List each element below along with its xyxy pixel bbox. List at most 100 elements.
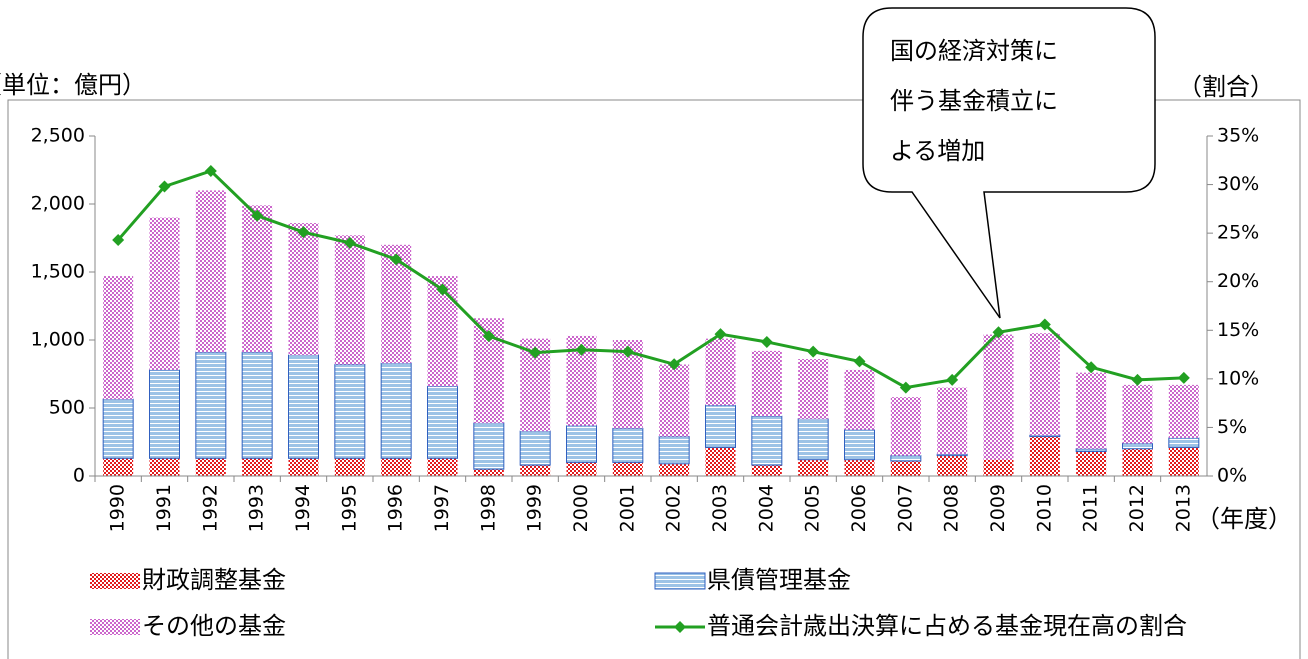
line-marker	[714, 328, 727, 341]
y2-tick-label: 25%	[1217, 222, 1259, 244]
legend-label: その他の基金	[142, 612, 286, 640]
bar-segment	[334, 458, 365, 476]
legend-swatch	[90, 619, 140, 635]
x-tick-label: 1996	[385, 484, 407, 532]
bar-segment	[890, 455, 922, 462]
line-marker	[621, 345, 634, 358]
x-tick-label: 2005	[802, 484, 824, 532]
bar-segment	[149, 458, 180, 476]
legend-swatch	[654, 572, 706, 590]
annotation-line: 伴う基金積立に	[890, 87, 1058, 115]
bar-segment	[334, 235, 365, 365]
line-marker	[807, 345, 820, 358]
bar-segment	[334, 363, 366, 459]
bar-segment	[1029, 434, 1061, 438]
line-marker	[436, 283, 449, 296]
x-tick-label: 1994	[292, 484, 314, 532]
bar-segment	[381, 458, 412, 476]
bar-segment	[242, 458, 273, 476]
bar-segment	[983, 334, 1014, 460]
bar-segment	[566, 462, 597, 476]
y-tick-label: 1,500	[31, 261, 85, 283]
bar-segment	[612, 427, 644, 463]
bar-segment	[937, 387, 968, 455]
legend-label: 普通会計歳出決算に占める基金現在高の割合	[707, 612, 1187, 640]
y-tick-label: 0	[73, 465, 85, 487]
x-tick-label: 1998	[477, 484, 499, 532]
x-axis-label: （年度）	[1196, 505, 1292, 533]
annotation-line: よる増加	[890, 137, 985, 165]
y2-tick-label: 0%	[1217, 465, 1247, 487]
bar-segment	[705, 338, 736, 406]
line-marker	[853, 355, 866, 368]
bar-segment	[751, 415, 783, 466]
line-marker	[343, 236, 356, 249]
line-marker	[946, 373, 959, 386]
y-axis-label: （単位：億円）	[0, 71, 146, 99]
bar-segment	[659, 364, 690, 437]
line-marker	[482, 330, 495, 343]
bar-segment	[473, 422, 505, 470]
bar-segment	[1076, 372, 1107, 449]
bar-segment	[936, 453, 968, 457]
x-tick-label: 2001	[616, 484, 638, 532]
x-tick-label: 2004	[755, 484, 777, 532]
bar-segment	[1075, 448, 1107, 453]
line-marker	[1085, 361, 1098, 374]
line-series	[117, 169, 1184, 390]
bar-segment	[751, 465, 782, 476]
bar-segment	[102, 398, 134, 459]
bar-segment	[751, 350, 782, 417]
x-tick-label: 2012	[1126, 484, 1148, 532]
callout-bubble	[862, 7, 1156, 319]
line-marker	[1177, 371, 1190, 384]
bar-segment	[380, 362, 412, 459]
bar-segment	[797, 418, 829, 461]
line-marker	[390, 253, 403, 266]
line-marker	[1131, 373, 1144, 386]
x-tick-label: 1993	[246, 484, 268, 532]
x-tick-label: 1992	[199, 484, 221, 532]
y2-tick-label: 15%	[1217, 319, 1259, 341]
chart-border	[7, 99, 1301, 659]
bar-segment	[1076, 451, 1107, 476]
bar-segment	[288, 223, 319, 355]
line-marker	[668, 358, 681, 371]
callout: 国の経済対策に 伴う基金積立に よる増加	[862, 7, 1156, 319]
x-tick-label: 2011	[1080, 484, 1102, 532]
x-tick-label: 2003	[709, 484, 731, 532]
x-tick-label: 2013	[1172, 484, 1194, 532]
x-tick-label: 2010	[1033, 484, 1055, 532]
line-marker	[992, 326, 1005, 339]
y2-tick-label: 5%	[1217, 416, 1247, 438]
bar-segment	[1168, 447, 1199, 476]
bar-segment	[1122, 384, 1153, 444]
bar-segment	[1122, 448, 1153, 476]
annotation-line: 国の経済対策に	[890, 37, 1058, 65]
bar-segment	[983, 459, 1014, 476]
line-marker	[297, 226, 310, 239]
x-tick-label: 1999	[524, 484, 546, 532]
y-tick-label: 2,500	[31, 125, 85, 147]
y-tick-label: 2,000	[31, 193, 85, 215]
x-tick-label: 2009	[987, 484, 1009, 532]
bar-segment	[242, 205, 273, 353]
bar-segment	[890, 461, 921, 476]
bar-segment	[798, 359, 829, 419]
legend-label: 財政調整基金	[142, 566, 286, 594]
bar-segment	[195, 190, 226, 353]
y2-tick-label: 30%	[1217, 173, 1259, 195]
y2-tick-label: 35%	[1217, 125, 1259, 147]
bar-segment	[1168, 384, 1199, 438]
y2-axis-label: （割合）	[1178, 73, 1274, 101]
line-marker	[760, 335, 773, 348]
bar-segment	[103, 458, 134, 476]
bar-segment	[427, 385, 458, 459]
bar-segment	[427, 458, 458, 476]
x-tick-label: 2008	[941, 484, 963, 532]
bar-segment	[473, 469, 504, 476]
bar-segment	[658, 436, 690, 465]
bar-segment	[566, 425, 597, 463]
x-tick-label: 2006	[848, 484, 870, 532]
legend-label: 県債管理基金	[707, 566, 851, 594]
